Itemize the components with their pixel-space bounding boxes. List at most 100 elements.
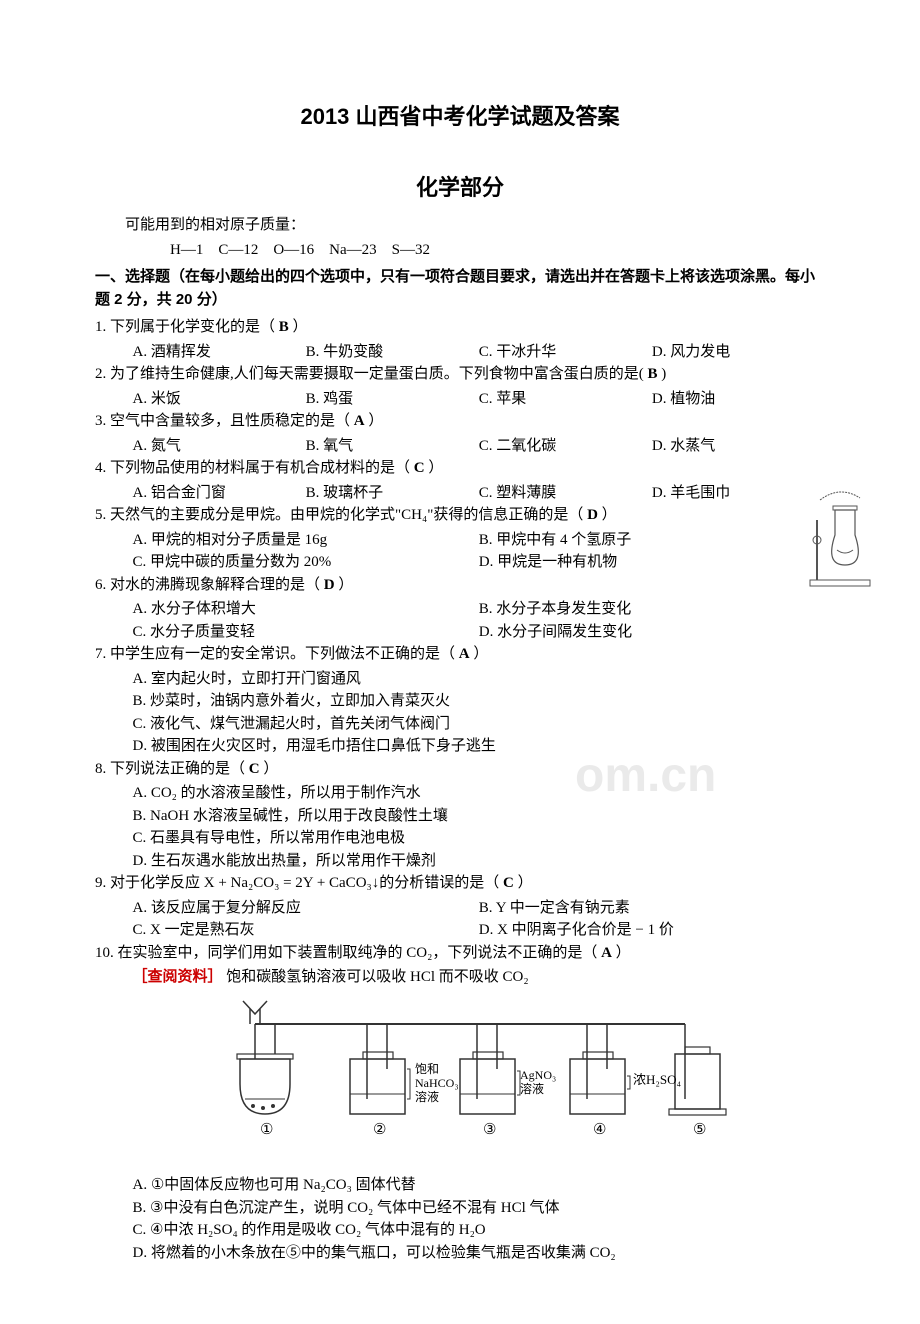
q-text: 在实验室中，同学们用如下装置制取纯净的 CO₂，下列说法不正确的是（ [118, 945, 598, 961]
q-text: 中学生应有一定的安全常识。下列做法不正确的是（ [110, 646, 455, 662]
option: C. 液化气、煤气泄漏起火时，首先关闭气体阀门 [95, 713, 825, 736]
option: C. ④中浓 H₂SO₄ 的作用是吸收 CO₂ 气体中混有的 H₂O [95, 1219, 825, 1242]
option: B. 炒菜时，油锅内意外着火，立即加入青菜灭火 [95, 690, 825, 713]
q10-resource: ［查阅资料］ 饱和碳酸氢钠溶液可以吸收 HCl 而不吸收 CO₂ [95, 966, 825, 989]
option: C. 石墨具有导电性，所以常用作电池电极 [95, 827, 825, 850]
q-answer: B [279, 319, 289, 335]
question-7: 7. 中学生应有一定的安全常识。下列做法不正确的是（ A ） [95, 643, 825, 666]
sub-title: 化学部分 [95, 171, 825, 204]
option: D. 将燃着的小木条放在⑤中的集气瓶口，可以检验集气瓶是否收集满 CO₂ [95, 1242, 825, 1265]
option: A. 室内起火时，立即打开门窗通风 [95, 668, 825, 691]
option: D. 植物油 [652, 388, 825, 411]
q-num: 6. [95, 577, 106, 593]
question-5: 5. 天然气的主要成分是甲烷。由甲烷的化学式"CH₄"获得的信息正确的是（ D … [95, 504, 825, 527]
svg-text:溶液: 溶液 [415, 1089, 439, 1104]
q-text: 下列属于化学变化的是（ [110, 319, 275, 335]
option: A. 甲烷的相对分子质量是 16g [133, 529, 479, 552]
option: A. 米饭 [133, 388, 306, 411]
option: B. NaOH 水溶液呈碱性，所以用于改良酸性土壤 [95, 805, 825, 828]
diagram-q10-apparatus: 饱和 NaHCO₃ 溶液 AgNO₃ 溶液 浓H₂SO₄ ① ② ③ ④ ⑤ [95, 999, 825, 1167]
option: C. 苹果 [479, 388, 652, 411]
q6-options: A. 水分子体积增大B. 水分子本身发生变化 C. 水分子质量变轻D. 水分子间… [95, 598, 825, 643]
q-num: 1. [95, 319, 106, 335]
question-4: 4. 下列物品使用的材料属于有机合成材料的是（ C ） [95, 457, 825, 480]
option: A. 氮气 [133, 435, 306, 458]
svg-text:NaHCO₃: NaHCO₃ [415, 1076, 459, 1090]
option: B. 玻璃杯子 [306, 482, 479, 505]
question-1: 1. 下列属于化学变化的是（ B ） [95, 316, 825, 339]
option: B. Y 中一定含有钠元素 [479, 897, 825, 920]
q-close: ） [616, 945, 631, 961]
q-text: 对水的沸腾现象解释合理的是（ [110, 577, 320, 593]
q5-options: A. 甲烷的相对分子质量是 16gB. 甲烷中有 4 个氢原子 C. 甲烷中碳的… [95, 529, 825, 574]
q-answer: A [354, 413, 365, 429]
main-title: 2013 山西省中考化学试题及答案 [95, 100, 825, 133]
q-close: ） [338, 577, 353, 593]
q-close: ） [368, 413, 383, 429]
option: A. 铝合金门窗 [133, 482, 306, 505]
section-header: 一、选择题（在每小题给出的四个选项中，只有一项符合题目要求，请选出并在答题卡上将… [95, 266, 825, 311]
resource-text: 饱和碳酸氢钠溶液可以吸收 HCl 而不吸收 CO₂ [226, 969, 528, 985]
option: B. 鸡蛋 [306, 388, 479, 411]
diagram-num-4: ④ [593, 1122, 606, 1138]
diagram-num-1: ① [260, 1122, 273, 1138]
option: C. X 一定是熟石灰 [133, 919, 479, 942]
q-text: 对于化学反应 X + Na₂CO₃ = 2Y + CaCO₃↓的分析错误的是（ [110, 875, 499, 891]
q-close: ） [473, 646, 488, 662]
q-num: 10. [95, 945, 114, 961]
q-num: 9. [95, 875, 106, 891]
q-num: 7. [95, 646, 106, 662]
q-num: 3. [95, 413, 106, 429]
q-text: 空气中含量较多，且性质稳定的是（ [110, 413, 350, 429]
option: D. 水分子间隔发生变化 [479, 621, 825, 644]
q-answer: B [648, 366, 658, 382]
q-num: 8. [95, 761, 106, 777]
document-content: 2013 山西省中考化学试题及答案 om.cn 化学部分 可能用到的相对原子质量… [95, 100, 825, 1264]
option: D. 被围困在火灾区时，用湿毛巾捂住口鼻低下身子逃生 [95, 735, 825, 758]
apparatus-4-icon [570, 1024, 625, 1114]
option: D. 风力发电 [652, 341, 825, 364]
diagram-num-3: ③ [483, 1122, 496, 1138]
svg-text:饱和: 饱和 [415, 1061, 439, 1076]
q9-options: A. 该反应属于复分解反应B. Y 中一定含有钠元素 C. X 一定是熟石灰D.… [95, 897, 825, 942]
q-answer: C [503, 875, 514, 891]
apparatus-5-icon [669, 1024, 726, 1115]
option: B. 水分子本身发生变化 [479, 598, 825, 621]
option: B. ③中没有白色沉淀产生，说明 CO₂ 气体中已经不混有 HCl 气体 [95, 1197, 825, 1220]
option: D. X 中阴离子化合价是 − 1 价 [479, 919, 825, 942]
q-text: 下列说法正确的是（ [110, 761, 245, 777]
option: A. CO₂ 的水溶液呈酸性，所以用于制作汽水 [95, 782, 825, 805]
option: B. 牛奶变酸 [306, 341, 479, 364]
option: B. 甲烷中有 4 个氢原子 [479, 529, 825, 552]
diagram-num-5: ⑤ [693, 1122, 706, 1138]
q-answer: D [324, 577, 335, 593]
q-num: 2. [95, 366, 106, 382]
option: C. 水分子质量变轻 [133, 621, 479, 644]
apparatus-2-icon [350, 1024, 405, 1114]
q-answer: C [249, 761, 260, 777]
question-6: 6. 对水的沸腾现象解释合理的是（ D ） [95, 574, 825, 597]
option: A. 酒精挥发 [133, 341, 306, 364]
q-close: ） [602, 507, 617, 523]
q-text: 为了维持生命健康,人们每天需要摄取一定量蛋白质。下列食物中富含蛋白质的是( [110, 366, 644, 382]
question-9: 9. 对于化学反应 X + Na₂CO₃ = 2Y + CaCO₃↓的分析错误的… [95, 872, 825, 895]
q-text: 天然气的主要成分是甲烷。由甲烷的化学式"CH₄"获得的信息正确的是（ [110, 507, 583, 523]
questions-block: 1. 下列属于化学变化的是（ B ） A. 酒精挥发 B. 牛奶变酸 C. 干冰… [95, 316, 825, 1264]
option: D. 羊毛围巾 [652, 482, 825, 505]
atomic-mass-values: H—1 C—12 O—16 Na—23 S—32 [95, 239, 825, 262]
apparatus-3-icon [460, 1024, 515, 1114]
atomic-mass-label: 可能用到的相对原子质量： [95, 214, 825, 237]
option: C. 塑料薄膜 [479, 482, 652, 505]
option: D. 生石灰遇水能放出热量，所以常用作干燥剂 [95, 850, 825, 873]
q-num: 4. [95, 460, 106, 476]
q-answer: A [601, 945, 612, 961]
apparatus-1-icon [237, 1001, 293, 1114]
q-close: ） [293, 319, 308, 335]
option: A. ①中固体反应物也可用 Na₂CO₃ 固体代替 [95, 1174, 825, 1197]
svg-text:AgNO₃: AgNO₃ [520, 1068, 556, 1082]
option: C. 干冰升华 [479, 341, 652, 364]
svg-text:溶液: 溶液 [520, 1081, 544, 1096]
question-10: 10. 在实验室中，同学们用如下装置制取纯净的 CO₂，下列说法不正确的是（ A… [95, 942, 825, 965]
q-answer: D [587, 507, 598, 523]
option: C. 甲烷中碳的质量分数为 20% [133, 551, 479, 574]
